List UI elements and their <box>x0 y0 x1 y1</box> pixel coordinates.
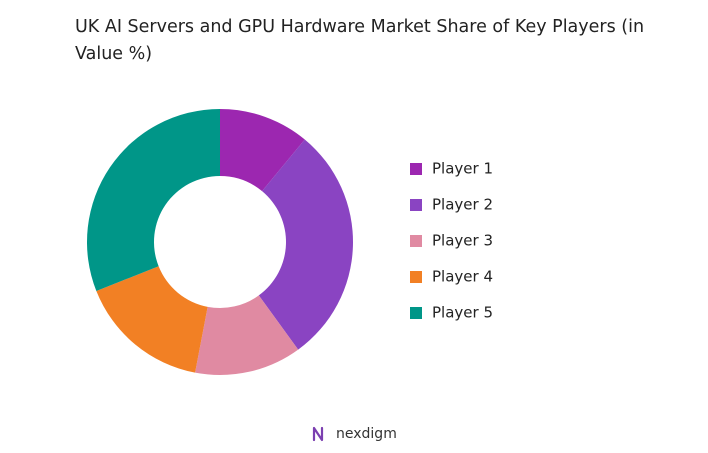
slice <box>86 109 220 291</box>
slice <box>96 266 208 373</box>
logo-icon <box>312 426 324 442</box>
slice <box>220 109 305 192</box>
slice <box>195 295 299 375</box>
legend-label: Player 2 <box>432 196 493 214</box>
legend-swatch <box>410 163 422 175</box>
legend-label: Player 1 <box>432 160 493 178</box>
legend-label: Player 4 <box>432 268 493 286</box>
logo: nexdigm <box>312 426 397 442</box>
slice <box>258 139 354 350</box>
legend-swatch <box>410 235 422 247</box>
logo-text: nexdigm <box>336 426 397 442</box>
legend-swatch <box>410 307 422 319</box>
legend-label: Player 5 <box>432 304 493 322</box>
legend-swatch <box>410 199 422 211</box>
chart-title: UK AI Servers and GPU Hardware Market Sh… <box>75 17 645 64</box>
legend-label: Player 3 <box>432 232 493 250</box>
legend-swatch <box>410 271 422 283</box>
